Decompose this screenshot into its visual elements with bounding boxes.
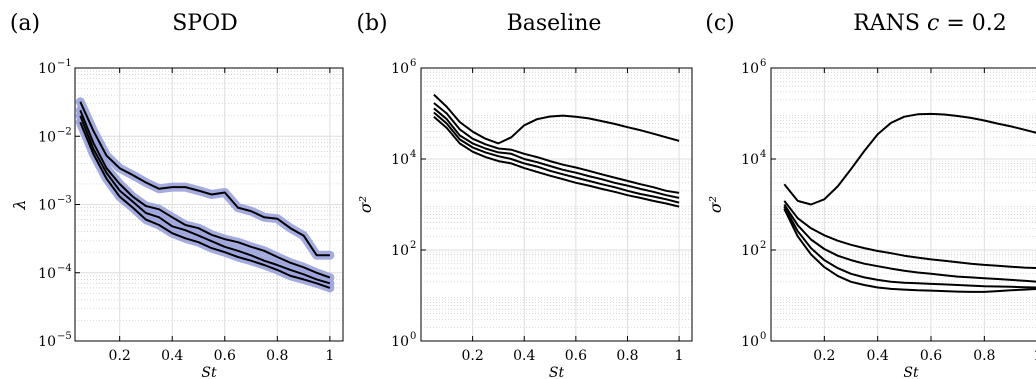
y-tick-label-base: 10 xyxy=(741,334,759,350)
y-tick-label-exponent: 4 xyxy=(410,149,416,160)
x-tick-label: 1 xyxy=(675,348,684,364)
chart-title: RANS c = 0.2 xyxy=(853,11,1007,36)
x-tick-label: 0.8 xyxy=(616,348,638,364)
x-tick-label: 0.6 xyxy=(214,348,236,364)
series-line-3 xyxy=(433,111,680,204)
axes-frame xyxy=(420,67,693,342)
x-axis-label: St xyxy=(549,365,565,379)
panel-label: (b) xyxy=(356,11,387,36)
y-tick-label-exponent: 6 xyxy=(410,58,416,69)
x-tick-label: 0.2 xyxy=(813,348,835,364)
series-group xyxy=(433,93,680,208)
major-grid xyxy=(75,67,343,342)
y-tick-label-base: 10 xyxy=(741,61,759,77)
chart-title-variable: c xyxy=(927,11,939,36)
chart-title-suffix: = 0.2 xyxy=(939,11,1006,36)
series-line-2 xyxy=(433,107,680,199)
series-group xyxy=(783,112,1036,293)
y-tick-label-exponent: 0 xyxy=(410,331,416,342)
x-tick-label: 1 xyxy=(1033,348,1036,364)
x-tick-label: 0.8 xyxy=(266,348,288,364)
chart-title-prefix: RANS xyxy=(853,11,927,36)
series-line-2 xyxy=(783,203,1036,283)
y-tick-label-exponent: −5 xyxy=(57,331,72,342)
y-axis-label: λ xyxy=(10,199,29,210)
y-axis-label: σ² xyxy=(356,196,375,213)
minor-grid xyxy=(421,69,692,328)
panel-label: (c) xyxy=(705,11,735,36)
y-tick-label-base: 10 xyxy=(391,61,409,77)
y-tick-label-base: 10 xyxy=(741,152,759,168)
x-tick-label: 0.6 xyxy=(565,348,587,364)
y-tick-label-base: 10 xyxy=(38,334,56,350)
series-line-4 xyxy=(433,115,680,208)
y-tick-label-exponent: 2 xyxy=(410,240,416,251)
series-line-1 xyxy=(79,109,331,279)
y-tick-label-base: 10 xyxy=(38,266,56,282)
y-tick-label-base: 10 xyxy=(391,152,409,168)
y-tick-label-base: 10 xyxy=(38,198,56,214)
chart-title: Baseline xyxy=(507,11,602,36)
series-group xyxy=(75,97,335,293)
series-line-3 xyxy=(783,206,1036,289)
series-line-0 xyxy=(433,93,680,145)
y-tick-label-base: 10 xyxy=(741,243,759,259)
x-tick-label: 0.4 xyxy=(161,348,183,364)
x-tick-label: 1 xyxy=(325,348,334,364)
y-tick-label-exponent: 0 xyxy=(760,331,766,342)
series-line-1 xyxy=(433,102,680,194)
y-tick-label-base: 10 xyxy=(391,334,409,350)
x-tick-label: 0.4 xyxy=(867,348,889,364)
x-axis-label: St xyxy=(201,365,217,379)
y-tick-label-exponent: −1 xyxy=(57,58,72,69)
series-line-4 xyxy=(783,208,1036,293)
y-tick-label-exponent: −2 xyxy=(57,126,72,137)
series-line-1 xyxy=(783,200,1036,270)
series-line-3 xyxy=(79,121,331,289)
axes-frame xyxy=(770,67,1036,342)
x-axis-label: St xyxy=(903,365,919,379)
y-tick-label-base: 10 xyxy=(38,61,56,77)
y-axis-label: σ² xyxy=(706,196,725,213)
series-line-0 xyxy=(79,101,330,257)
y-tick-label-exponent: −3 xyxy=(57,195,72,206)
y-tick-label-exponent: 6 xyxy=(760,58,766,69)
series-line-2 xyxy=(79,115,331,285)
y-tick-label-base: 10 xyxy=(391,243,409,259)
y-tick-label-base: 10 xyxy=(38,129,56,145)
x-tick-label: 0.6 xyxy=(920,348,942,364)
x-tick-label: 0.4 xyxy=(513,348,535,364)
x-tick-label: 0.8 xyxy=(973,348,995,364)
y-tick-label-exponent: −4 xyxy=(57,263,72,274)
y-tick-label-exponent: 2 xyxy=(760,240,766,251)
chart-title: SPOD xyxy=(172,11,238,36)
y-tick-label-exponent: 4 xyxy=(760,149,766,160)
panel-label: (a) xyxy=(10,11,40,36)
x-tick-label: 0.2 xyxy=(461,348,483,364)
series-line-0 xyxy=(783,112,1036,206)
x-tick-label: 0.2 xyxy=(109,348,131,364)
